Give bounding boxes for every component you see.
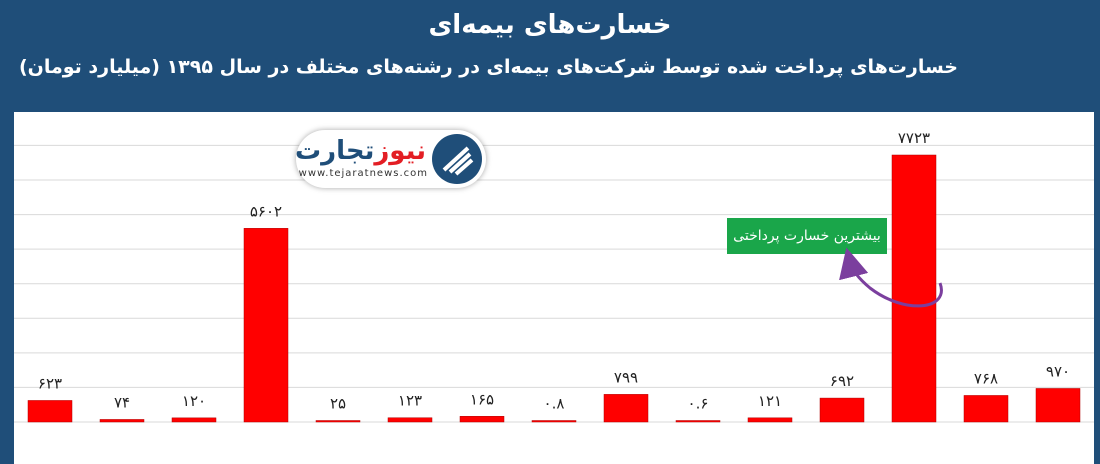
category-label: مسئولیت <box>603 433 649 448</box>
logo-brand-part1: تجارت <box>294 136 375 166</box>
data-label: ۹۷۰ <box>1046 362 1070 380</box>
logo-url: www.tejaratnews.com <box>298 168 428 179</box>
bar <box>99 419 145 423</box>
data-label: ۷۹۹ <box>614 368 638 386</box>
logo-brand-part2: نیوز <box>374 136 426 166</box>
chart-title: خسارت‌های بیمه‌ای <box>428 10 672 40</box>
category-label: مازاد <box>902 449 927 464</box>
data-label: ۶۹۲ <box>830 372 854 390</box>
data-label: ۷۶۸ <box>974 369 998 387</box>
bar <box>675 420 721 423</box>
logo-emblem-icon <box>432 134 482 184</box>
chart-subtitle: خسارت‌های پرداخت شده توسط شرکت‌های بیمه‌… <box>18 56 958 78</box>
data-label: ۰.۸ <box>544 395 565 413</box>
bar <box>747 417 793 423</box>
category-label: باربری <box>106 433 138 448</box>
category-label: نفت و انرژی <box>738 433 801 448</box>
bar <box>891 154 937 423</box>
category-label: اعتبار <box>683 433 711 448</box>
logo-brand-text: نیوزتجارت <box>295 136 426 166</box>
bar <box>27 400 73 423</box>
category-label: پول <box>545 433 563 448</box>
data-label: ۱۲۳ <box>398 392 422 410</box>
bar <box>1035 388 1081 423</box>
bar <box>315 420 361 423</box>
category-label: مهندسی <box>461 433 503 447</box>
category-label: عمر <box>831 433 853 448</box>
data-label: ۱۲۱ <box>758 392 782 410</box>
bar <box>459 416 505 423</box>
category-label: بدنه اتومبیل <box>1029 433 1088 448</box>
bar <box>819 397 865 423</box>
data-label: ۵۶۰۲ <box>250 202 282 220</box>
category-label: درمان <box>251 433 281 448</box>
bar <box>171 417 217 423</box>
tejaratnews-logo: نیوزتجارت www.tejaratnews.com <box>295 130 486 188</box>
bar <box>387 417 433 423</box>
data-label: ۷۷۲۳ <box>898 129 930 147</box>
data-label: ۶۲۳ <box>38 374 62 392</box>
category-label: هواپیما <box>393 433 426 448</box>
bar <box>531 420 577 423</box>
category-label: آتش سوزی <box>21 432 79 448</box>
category-label: شخص ثالث و <box>879 433 948 448</box>
chart-header: خسارت‌های بیمه‌ای خسارت‌های پرداخت شده ت… <box>0 0 1100 108</box>
data-label: ۰.۶ <box>688 395 709 413</box>
data-label: ۱۲۰ <box>182 392 206 410</box>
category-label: حوادث <box>177 433 211 448</box>
data-label: ۲۵ <box>330 395 346 413</box>
bar <box>243 228 289 423</box>
category-label: کشتی <box>323 433 353 447</box>
data-label: ۱۶۵ <box>470 390 494 408</box>
bar <box>963 395 1009 423</box>
data-label: ۷۴ <box>114 393 130 411</box>
category-label: حوادث راننده <box>953 433 1019 448</box>
max-loss-callout: بیشترین خسارت پرداختی <box>727 218 887 254</box>
bar <box>603 394 649 423</box>
